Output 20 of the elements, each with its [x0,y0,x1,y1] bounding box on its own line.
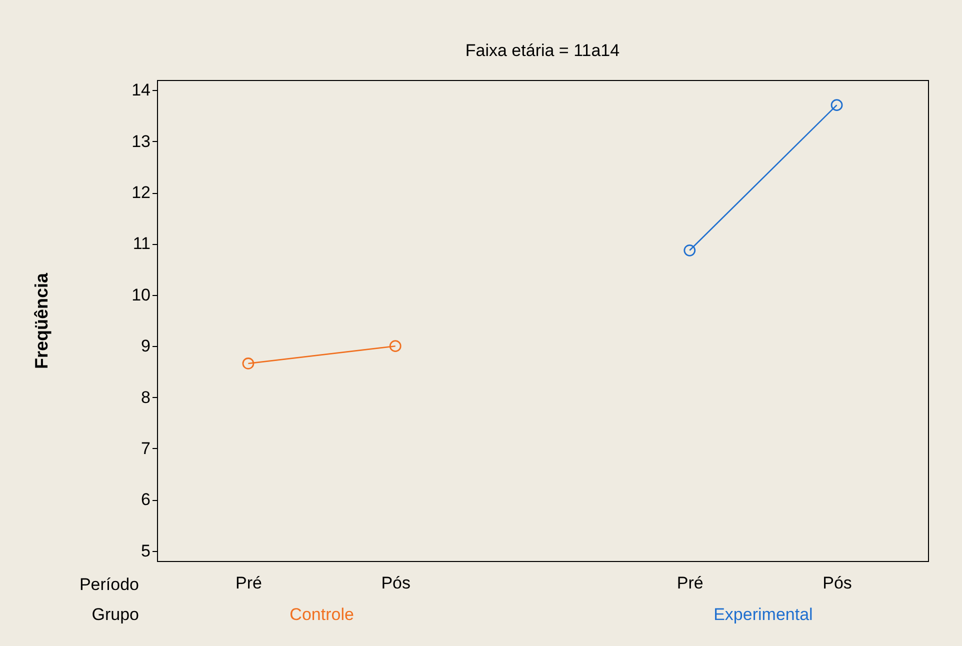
y-tick-label: 7 [141,438,150,458]
y-tick-label: 5 [141,541,150,560]
x-tick-label: Pós [381,574,411,592]
x-tick-label: Pré [676,574,704,592]
text: Controle [290,605,354,624]
y-tick-label: 9 [141,336,150,356]
y-tick-label: 8 [141,388,150,407]
text: Experimental [714,605,813,624]
y-tick-label: 11 [132,234,150,254]
chart-title: Faixa etária = 11a14 [465,41,620,60]
y-tick-label: 13 [132,132,150,151]
y-tick-label: 6 [141,490,150,510]
y-tick-label: 10 [132,285,150,304]
x-tick-label: Pós [822,574,852,592]
y-axis-title: Freqüência [32,272,52,370]
y-tick-label: 14 [132,80,150,100]
x-tick-label: Pré [235,574,262,592]
text: Período [79,575,139,594]
y-tick-label: 12 [132,183,150,202]
text: Grupo [92,605,139,624]
